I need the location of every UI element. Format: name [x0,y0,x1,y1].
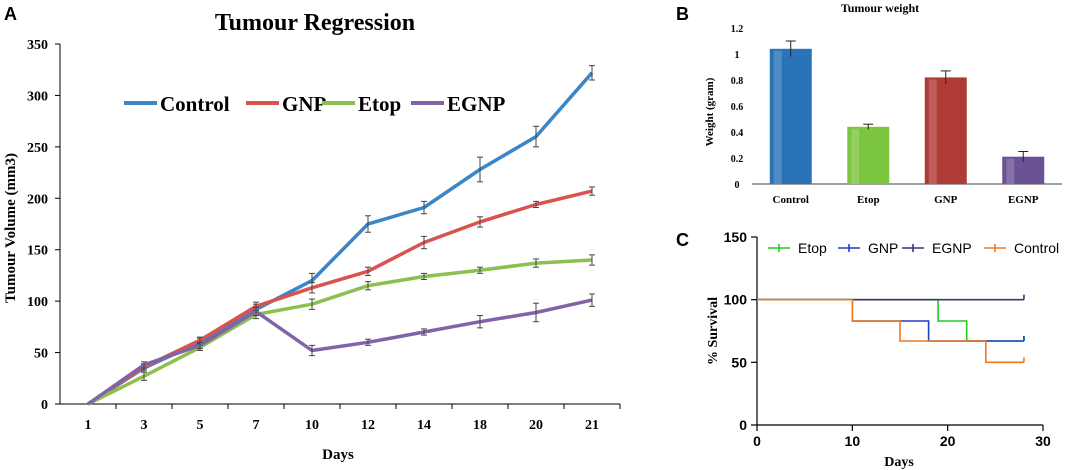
panel-a-x-tick-label: 21 [585,418,599,433]
panel-a-error-bar [421,328,427,336]
panel-b-bar-highlight [928,79,937,184]
panel-c-y-tick-label: 150 [724,229,748,245]
panel-b-y-tick-label: 0.2 [731,154,744,165]
panel-c-y-tick-label: 100 [724,292,748,308]
panel-a-error-bar [365,281,371,291]
panel-a-error-bar [421,235,427,250]
panel-c-chart: % Survival Days 0 50 100 150 0 10 20 30 Etop GNP… [706,229,1059,470]
panel-a-error-bar [253,306,259,317]
panel-b-title: Tumour weight [841,1,919,15]
panel-a-error-bar [309,298,315,310]
panel-a-x-tick-label: 10 [305,418,319,433]
panel-a-legend-etop-label: Etop [358,92,401,116]
panel-a-error-bar [421,272,427,281]
panel-a-error-bar [533,125,539,148]
panel-b-chart: Tumour weight Weight (gram) 0 0.2 0.4 0.6 0.… [704,1,1062,206]
panel-b-bar-gnp [924,77,967,184]
panel-a-y-tick-label: 200 [27,192,48,207]
panel-a-error-bar [141,361,147,369]
panel-a-y-tick-label: 0 [41,398,48,413]
panel-a-y-tick-label: 50 [34,347,48,362]
panel-a-error-bar [589,254,595,266]
panel-c-legend-gnp-label: GNP [868,240,898,256]
panel-c-legend-etop-label: Etop [798,240,827,256]
panel-b-bar-etop [847,126,890,184]
panel-b-x-tick-label: Etop [857,194,880,206]
panel-b-y-tick-label: 0 [735,180,740,191]
panel-a-error-bar [589,293,595,307]
panel-label-a: A [4,4,17,24]
panel-a-x-tick-label: 20 [529,418,543,433]
panel-c-y-tick-label: 0 [739,417,747,433]
panel-a-chart: Tumour Regression Days Tumour Volume (mm… [3,10,621,463]
panel-b-bar-highlight [1006,158,1015,184]
panel-c-ylabel: % Survival [706,297,721,365]
panel-c-legend-egnp-label: EGNP [932,240,972,256]
panel-c-xlabel: Days [884,455,914,470]
panel-a-y-tick-label: 150 [27,244,48,259]
panel-label-c: C [676,230,689,250]
panel-a-y-tick-label: 250 [27,141,48,156]
panel-a-series-etop-line [87,258,593,406]
panel-b-x-tick-label: GNP [934,194,958,206]
panel-c-y-tick-label: 50 [731,354,747,370]
panel-b-ylabel: Weight (gram) [704,77,716,146]
panel-a-error-bar [477,266,483,274]
panel-a-y-tick-label: 100 [27,295,48,310]
panel-a-y-tick-label: 350 [27,38,48,53]
panel-a-x-tick-label: 3 [141,418,148,433]
panel-b-y-tick-label: 0.8 [731,76,744,87]
panel-a-error-bar [421,200,427,215]
panel-b-y-tick-label: 1 [735,50,740,61]
panel-a-error-bar [477,315,483,329]
panel-a-legend-control-label: Control [160,92,230,116]
panel-b-bar-highlight [851,128,860,184]
panel-label-b: B [676,4,689,24]
panel-a-error-bar [477,216,483,228]
panel-a-error-bar [533,200,539,209]
panel-c-x-tick-label: 20 [940,433,956,449]
panel-a-ylabel: Tumour Volume (mm3) [3,153,19,303]
panel-a-x-tick-label: 7 [253,418,260,433]
panel-a-error-bar [309,344,315,357]
panel-a-error-bar [141,371,147,381]
panel-a-title: Tumour Regression [215,10,415,36]
panel-c-series-control-line [757,298,1024,364]
panel-c-x-tick-label: 30 [1035,433,1051,449]
panel-b-bar-highlight [773,50,782,184]
panel-a-series-egnp-line [86,298,593,406]
panel-a-x-tick-label: 12 [361,418,375,433]
panel-a-error-bar [365,266,371,276]
panel-a-legend-egnp-label: EGNP [447,92,506,116]
panel-a-series-gnp-line [87,189,593,406]
panel-a-x-tick-label: 5 [197,418,204,433]
panel-c-x-tick-label: 10 [845,433,861,449]
panel-b-y-tick-label: 0.4 [731,128,744,139]
panel-a-series-control-line [87,71,594,406]
panel-a-error-bar [477,156,483,183]
panel-a-error-bar [533,302,539,323]
panel-a-y-tick-label: 300 [27,89,48,104]
panel-a-error-bar [365,215,371,233]
panel-a-x-tick-label: 18 [473,418,487,433]
panel-b-y-tick-label: 1.2 [731,24,744,35]
panel-a-legend-gnp-label: GNP [282,92,327,116]
panel-a-error-bar [589,186,595,196]
panel-a-x-tick-label: 1 [85,418,92,433]
panel-a-error-bar [309,282,315,294]
panel-c-x-tick-label: 0 [753,433,761,449]
panel-a-error-bar [197,341,203,349]
panel-c-legend-control-label: Control [1014,240,1059,256]
panel-a-xlabel: Days [322,447,354,463]
panel-b-x-tick-label: EGNP [1008,194,1039,206]
panel-a-error-bar [365,338,371,346]
panel-a-error-bar [589,65,595,81]
panel-b-bar-control [769,48,812,184]
panel-b-y-tick-label: 0.6 [731,102,744,113]
panel-a-x-tick-label: 14 [417,418,431,433]
panel-b-x-tick-label: Control [773,194,809,206]
panel-a-error-bar [533,258,539,268]
